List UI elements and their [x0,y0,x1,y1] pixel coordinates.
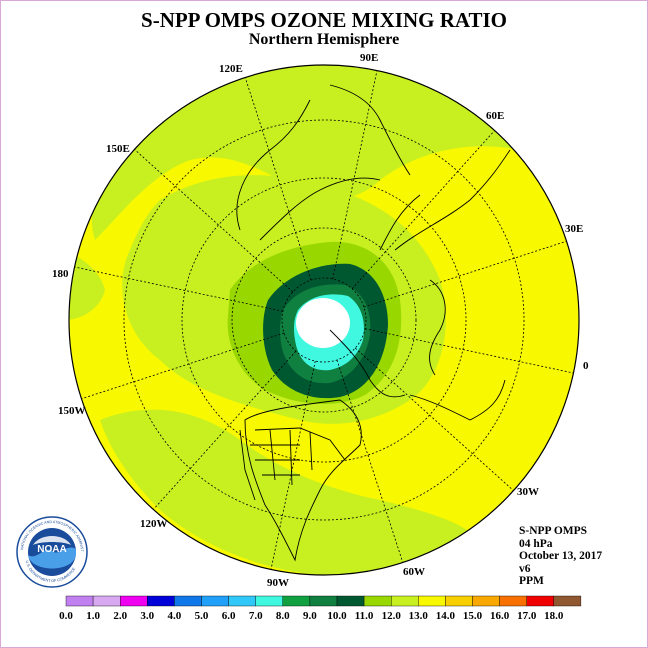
lon-label-0: 0 [583,360,589,372]
info-units: PPM [519,575,544,587]
logo-text: NOAA [37,544,66,555]
lon-label-120w: 120W [140,518,168,530]
logo-bird [33,536,71,545]
meridian-line [153,350,297,510]
coastlines [236,84,511,562]
ozone-band-12 [91,65,520,240]
meridian-line [364,328,574,374]
lon-label-90w: 90W [267,577,289,589]
info-block: S-NPP OMPS 04 hPa October 13, 2017 v6 PP… [519,525,602,588]
info-date: October 13, 2017 [519,550,603,562]
lon-label-90e: 90E [360,52,379,64]
meridian-line [354,347,514,491]
meridian-line [332,70,378,280]
lon-label-30e: 30E [565,223,584,235]
lon-label-150w: 150W [58,405,86,417]
lon-label-30w: 30W [517,486,539,498]
polar-night-missing-data [296,298,350,348]
meridian-line [74,266,284,312]
lon-label-150e: 150E [106,143,130,155]
lon-label-180: 180 [52,268,69,280]
noaa-logo: NOAA NATIONAL OCEANIC AND ATMOSPHERIC AD… [15,515,88,588]
info-instrument: S-NPP OMPS [519,525,588,537]
lon-label-60e: 60E [486,110,505,122]
meridian-line [134,149,294,293]
graticule-lines [123,119,525,521]
meridian-line [336,359,404,563]
globe-outline [68,64,580,576]
meridian-line [351,130,495,290]
meridian-line [363,240,567,308]
logo-wave [28,547,76,569]
lon-label-120e: 120E [219,63,243,75]
map-subtitle: Northern Hemisphere [248,31,400,48]
info-pressure: 04 hPa [519,537,553,550]
meridian-line [244,77,312,281]
map-title: S-NPP OMPS OZONE MIXING RATIO [141,8,507,32]
meridian-line [270,360,316,570]
info-version: v6 [519,562,531,575]
meridian-lines [74,70,574,570]
ozone-band-12 [100,409,480,575]
meridian-line [81,332,285,400]
lon-label-60w: 60W [403,566,425,578]
